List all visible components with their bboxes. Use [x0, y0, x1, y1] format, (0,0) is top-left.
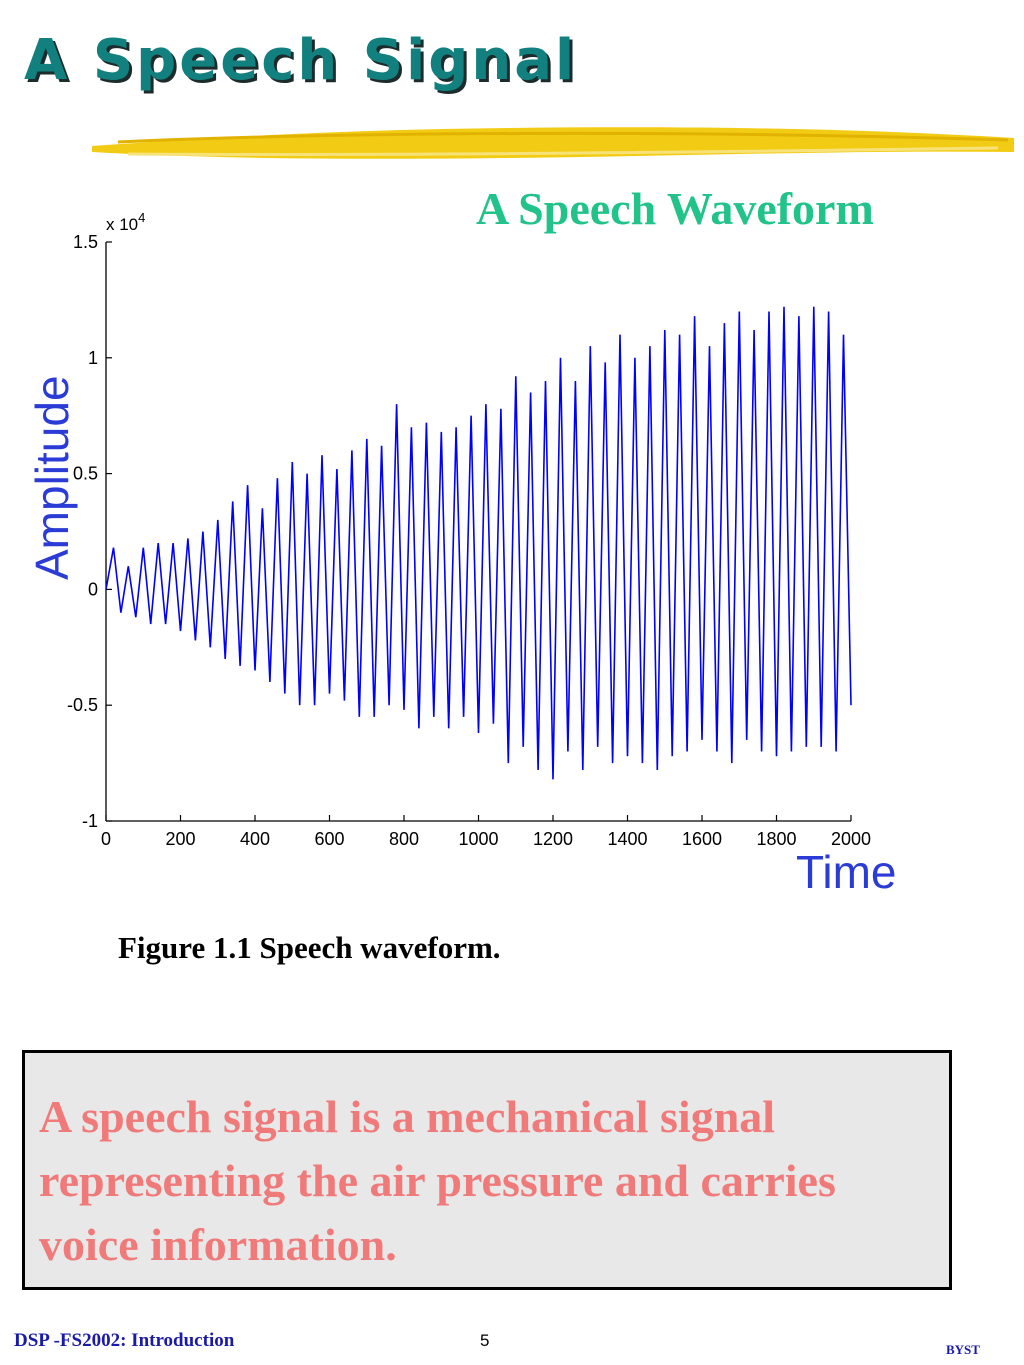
y-tick-label: -0.5: [67, 695, 98, 715]
y-exponent-label: x 104: [106, 210, 145, 234]
x-tick-label: 1800: [756, 829, 796, 849]
page-number: 5: [480, 1331, 490, 1350]
x-tick-label: 400: [240, 829, 270, 849]
x-tick-label: 1000: [458, 829, 498, 849]
chart-title: A Speech Waveform: [476, 183, 874, 234]
x-tick-label: 200: [165, 829, 195, 849]
y-tick-label: 1: [88, 348, 98, 368]
note-text: A speech signal is a mechanical signal r…: [39, 1091, 836, 1270]
slide-title: A Speech Signal: [24, 28, 578, 93]
tick-labels: 0 200 400 600 800 1000 1200 1400 1600 1800 2000 -1 -…: [67, 232, 871, 849]
x-tick-label: 1400: [607, 829, 647, 849]
x-tick-label: 1200: [533, 829, 573, 849]
footer-course-label: DSP -FS2002: Introduction: [14, 1330, 235, 1351]
waveform-line: [105, 306, 852, 780]
footer-author-label: BYST: [946, 1342, 980, 1357]
x-tick-label: 2000: [831, 829, 871, 849]
figure-caption: Figure 1.1 Speech waveform.: [118, 930, 501, 965]
waveform-chart: 0 200 400 600 800 1000 1200 1400 1600 1800 2000 -1 -…: [67, 210, 871, 849]
x-tick-label: 600: [314, 829, 344, 849]
y-tick-label: 1.5: [73, 232, 98, 252]
note-box: A speech signal is a mechanical signal r…: [22, 1050, 952, 1290]
y-tick-label: -1: [82, 811, 98, 831]
y-tick-label: 0.5: [73, 464, 98, 484]
chart-axes: [105, 241, 852, 822]
x-tick-label: 0: [101, 829, 111, 849]
x-axis-label: Time: [796, 846, 897, 898]
y-tick-label: 0: [88, 579, 98, 599]
x-tick-label: 800: [389, 829, 419, 849]
brush-stroke-underline: [92, 127, 1014, 159]
x-tick-label: 1600: [682, 829, 722, 849]
y-axis-label: Amplitude: [26, 375, 78, 580]
